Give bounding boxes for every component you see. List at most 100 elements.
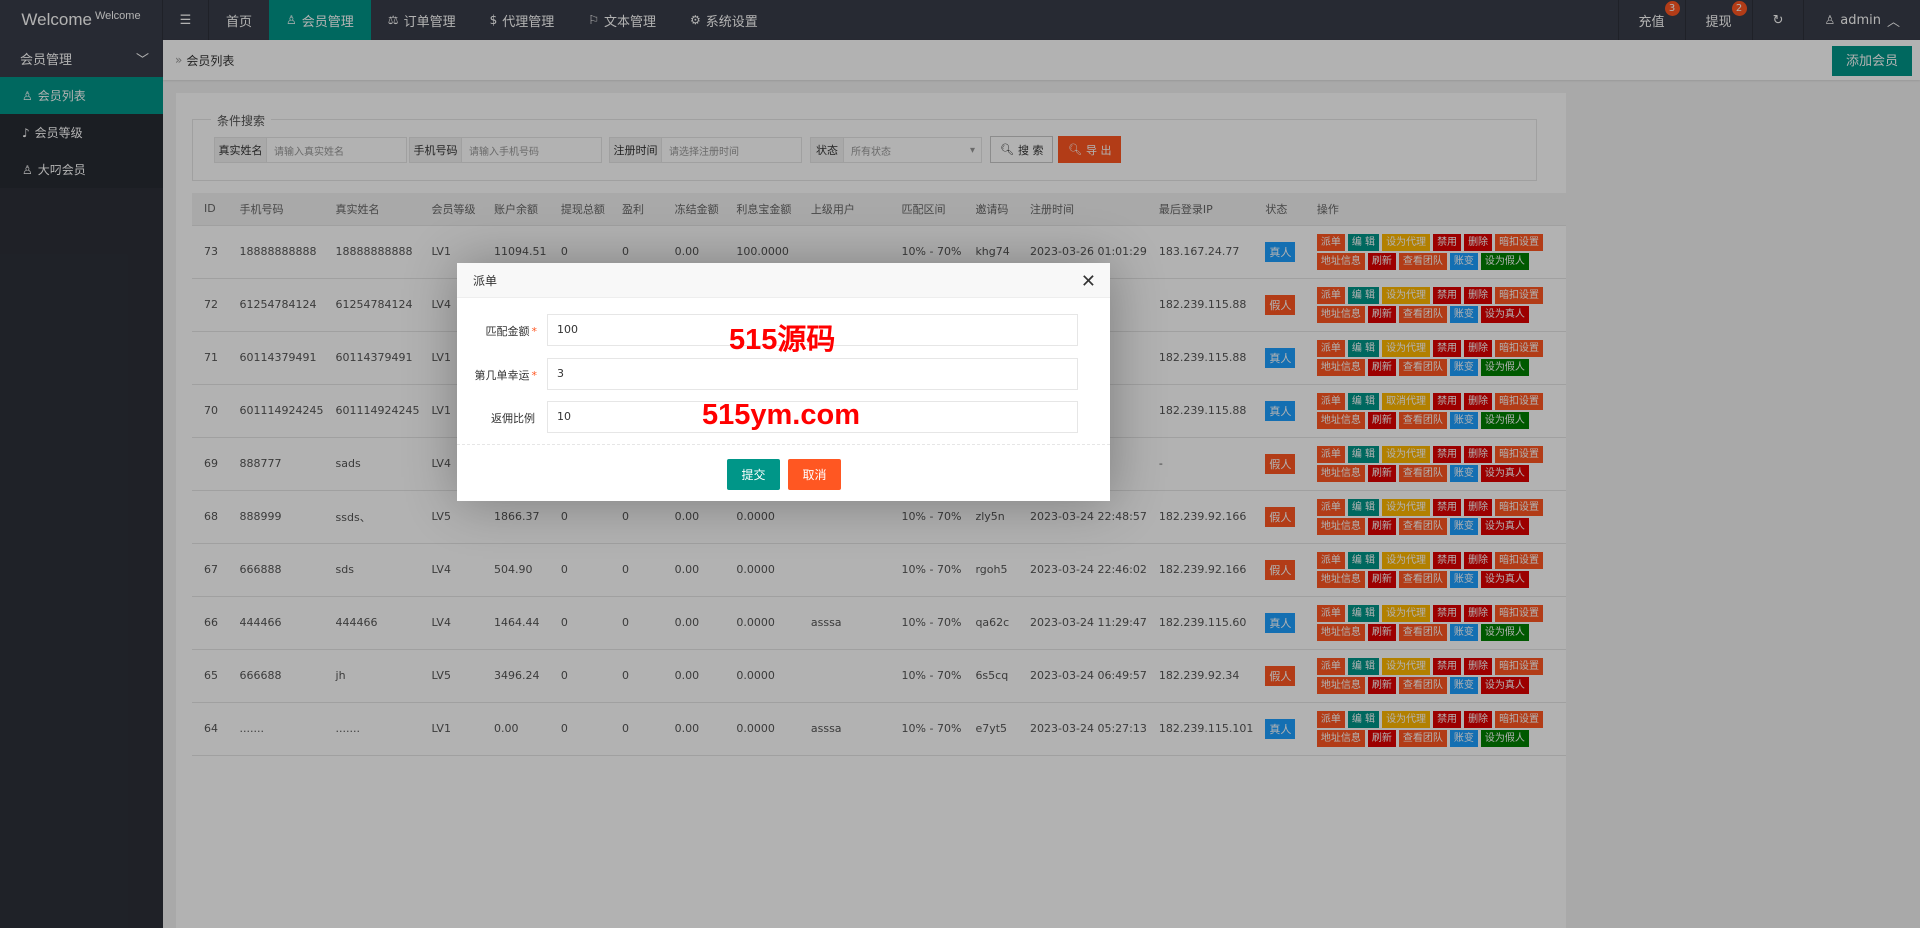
nav-orders[interactable]: ⚖ 订单管理 (371, 0, 473, 40)
edit-button[interactable]: 编 辑 (1347, 710, 1380, 728)
set-fake-button[interactable]: 设为假人 (1480, 411, 1529, 429)
reg-time-field[interactable]: 注册时间 请选择注册时间 (609, 137, 802, 163)
dispatch-button[interactable]: 派单 (1316, 498, 1345, 516)
dispatch-button[interactable]: 派单 (1316, 233, 1345, 251)
ledger-button[interactable]: 账变 (1449, 676, 1478, 694)
refresh-button[interactable]: 刷新 (1367, 411, 1396, 429)
set-fake-button[interactable]: 设为假人 (1480, 623, 1529, 641)
real-name-input[interactable]: 请输入真实姓名 (274, 146, 344, 158)
edit-button[interactable]: 编 辑 (1347, 445, 1380, 463)
ban-button[interactable]: 禁用 (1433, 657, 1462, 675)
deduct-button[interactable]: 暗扣设置 (1495, 551, 1544, 569)
delete-button[interactable]: 删除 (1464, 710, 1493, 728)
ledger-button[interactable]: 账变 (1449, 729, 1478, 747)
withdraw-link[interactable]: 提现 2 (1684, 0, 1752, 40)
agent-button[interactable]: 设为代理 (1382, 286, 1431, 304)
deduct-button[interactable]: 暗扣设置 (1495, 710, 1544, 728)
dispatch-button[interactable]: 派单 (1316, 551, 1345, 569)
refresh-button[interactable]: 刷新 (1367, 358, 1396, 376)
nav-home[interactable]: 首页 (209, 0, 269, 40)
team-button[interactable]: 查看团队 (1398, 305, 1447, 323)
real-name-field[interactable]: 真实姓名 请输入真实姓名 (214, 137, 407, 163)
dispatch-button[interactable]: 派单 (1316, 604, 1345, 622)
delete-button[interactable]: 删除 (1464, 339, 1493, 357)
ledger-button[interactable]: 账变 (1449, 517, 1478, 535)
address-button[interactable]: 地址信息 (1316, 729, 1365, 747)
recharge-link[interactable]: 充值 3 (1617, 0, 1685, 40)
commission-input[interactable]: 10 (547, 401, 1078, 433)
refresh-button[interactable]: 刷新 (1367, 305, 1396, 323)
dispatch-button[interactable]: 派单 (1316, 392, 1345, 410)
address-button[interactable]: 地址信息 (1316, 623, 1365, 641)
refresh-button[interactable]: 刷新 (1367, 623, 1396, 641)
agent-button[interactable]: 设为代理 (1382, 498, 1431, 516)
deduct-button[interactable]: 暗扣设置 (1495, 233, 1544, 251)
team-button[interactable]: 查看团队 (1398, 623, 1447, 641)
dispatch-button[interactable]: 派单 (1316, 710, 1345, 728)
deduct-button[interactable]: 暗扣设置 (1495, 286, 1544, 304)
delete-button[interactable]: 删除 (1464, 233, 1493, 251)
address-button[interactable]: 地址信息 (1316, 570, 1365, 588)
dispatch-button[interactable]: 派单 (1316, 657, 1345, 675)
sidebar-item-member-list[interactable]: ♙ 会员列表 (0, 77, 163, 114)
sidebar-item-vip-member[interactable]: ♙ 大叼会员 (0, 151, 163, 188)
ledger-button[interactable]: 账变 (1449, 358, 1478, 376)
deduct-button[interactable]: 暗扣设置 (1495, 392, 1544, 410)
delete-button[interactable]: 删除 (1464, 392, 1493, 410)
agent-button[interactable]: 设为代理 (1382, 604, 1431, 622)
delete-button[interactable]: 删除 (1464, 445, 1493, 463)
set-real-button[interactable]: 设为真人 (1480, 305, 1529, 323)
ledger-button[interactable]: 账变 (1449, 464, 1478, 482)
agent-button[interactable]: 设为代理 (1382, 551, 1431, 569)
dispatch-button[interactable]: 派单 (1316, 445, 1345, 463)
delete-button[interactable]: 删除 (1464, 498, 1493, 516)
ban-button[interactable]: 禁用 (1433, 551, 1462, 569)
edit-button[interactable]: 编 辑 (1347, 339, 1380, 357)
edit-button[interactable]: 编 辑 (1347, 392, 1380, 410)
agent-button[interactable]: 设为代理 (1382, 233, 1431, 251)
edit-button[interactable]: 编 辑 (1347, 498, 1380, 516)
address-button[interactable]: 地址信息 (1316, 464, 1365, 482)
team-button[interactable]: 查看团队 (1398, 570, 1447, 588)
team-button[interactable]: 查看团队 (1398, 676, 1447, 694)
team-button[interactable]: 查看团队 (1398, 252, 1447, 270)
agent-button[interactable]: 设为代理 (1382, 710, 1431, 728)
refresh-button[interactable]: 刷新 (1367, 464, 1396, 482)
delete-button[interactable]: 删除 (1464, 604, 1493, 622)
reg-time-input[interactable]: 请选择注册时间 (669, 146, 739, 158)
delete-button[interactable]: 删除 (1464, 657, 1493, 675)
nav-members[interactable]: ♙ 会员管理 (269, 0, 371, 40)
nav-text[interactable]: ⚐ 文本管理 (571, 0, 673, 40)
cancel-button[interactable]: 取消 (788, 459, 841, 490)
edit-button[interactable]: 编 辑 (1347, 286, 1380, 304)
delete-button[interactable]: 删除 (1464, 551, 1493, 569)
export-button[interactable]: 🔍︎ 导 出 (1058, 136, 1122, 163)
set-fake-button[interactable]: 设为假人 (1480, 252, 1529, 270)
sidebar-group-members[interactable]: 会员管理 ﹀ (0, 40, 163, 77)
edit-button[interactable]: 编 辑 (1347, 604, 1380, 622)
set-real-button[interactable]: 设为真人 (1480, 464, 1529, 482)
lucky-order-input[interactable]: 3 (547, 358, 1078, 390)
ledger-button[interactable]: 账变 (1449, 305, 1478, 323)
menu-toggle-icon[interactable]: ☰ (163, 0, 209, 40)
address-button[interactable]: 地址信息 (1316, 411, 1365, 429)
refresh-button[interactable]: 刷新 (1367, 729, 1396, 747)
refresh-button[interactable]: 刷新 (1367, 570, 1396, 588)
deduct-button[interactable]: 暗扣设置 (1495, 604, 1544, 622)
ledger-button[interactable]: 账变 (1449, 411, 1478, 429)
dispatch-button[interactable]: 派单 (1316, 286, 1345, 304)
nav-settings[interactable]: ⚙ 系统设置 (673, 0, 775, 40)
address-button[interactable]: 地址信息 (1316, 305, 1365, 323)
address-button[interactable]: 地址信息 (1316, 358, 1365, 376)
team-button[interactable]: 查看团队 (1398, 358, 1447, 376)
refresh-button[interactable]: 刷新 (1367, 676, 1396, 694)
address-button[interactable]: 地址信息 (1316, 252, 1365, 270)
ledger-button[interactable]: 账变 (1449, 252, 1478, 270)
deduct-button[interactable]: 暗扣设置 (1495, 445, 1544, 463)
team-button[interactable]: 查看团队 (1398, 464, 1447, 482)
phone-field[interactable]: 手机号码 请输入手机号码 (409, 137, 602, 163)
ban-button[interactable]: 禁用 (1433, 339, 1462, 357)
deduct-button[interactable]: 暗扣设置 (1495, 339, 1544, 357)
set-fake-button[interactable]: 设为假人 (1480, 358, 1529, 376)
set-real-button[interactable]: 设为真人 (1480, 570, 1529, 588)
